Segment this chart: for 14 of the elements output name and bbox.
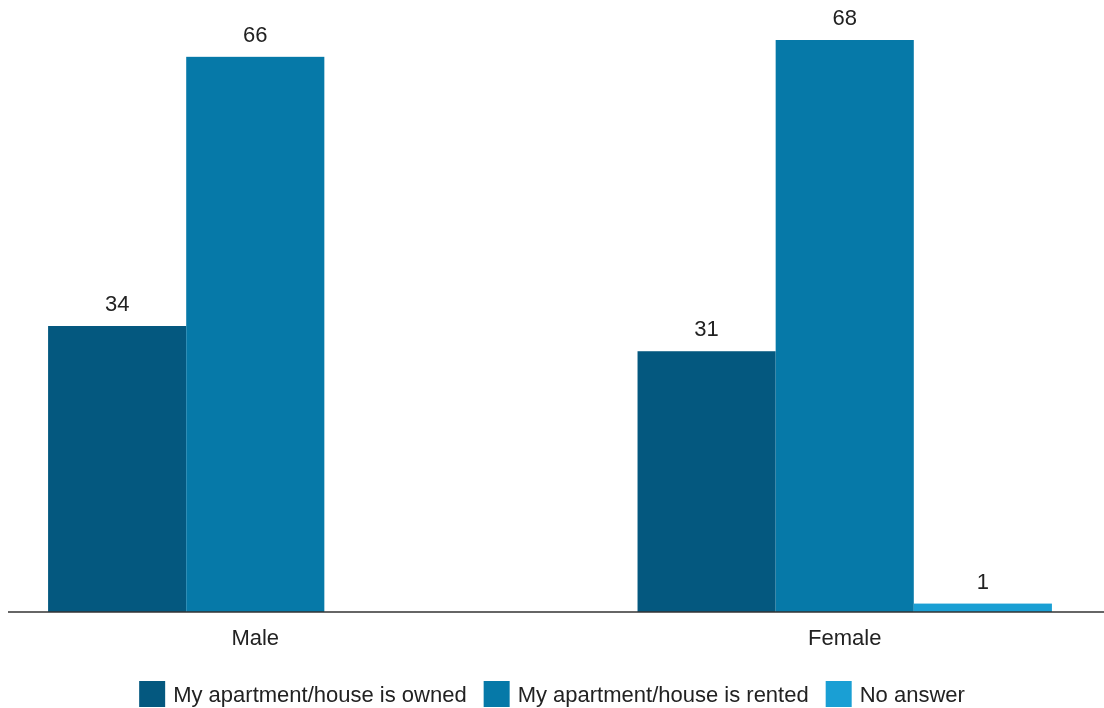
data-label: 66 [243,21,268,47]
bar [186,56,325,612]
bar [775,40,914,612]
bar [637,351,776,612]
data-label: 68 [832,5,857,30]
data-label: 1 [976,568,989,594]
data-label: 31 [694,316,719,342]
legend-label: My apartment/house is owned [173,681,467,707]
bar [48,326,187,612]
x-tick-label: Female [808,625,882,650]
legend-label: No answer [859,681,965,707]
x-tick-label: Male [231,625,280,650]
legend-label: My apartment/house is rented [517,681,809,707]
data-label: 34 [104,291,130,316]
